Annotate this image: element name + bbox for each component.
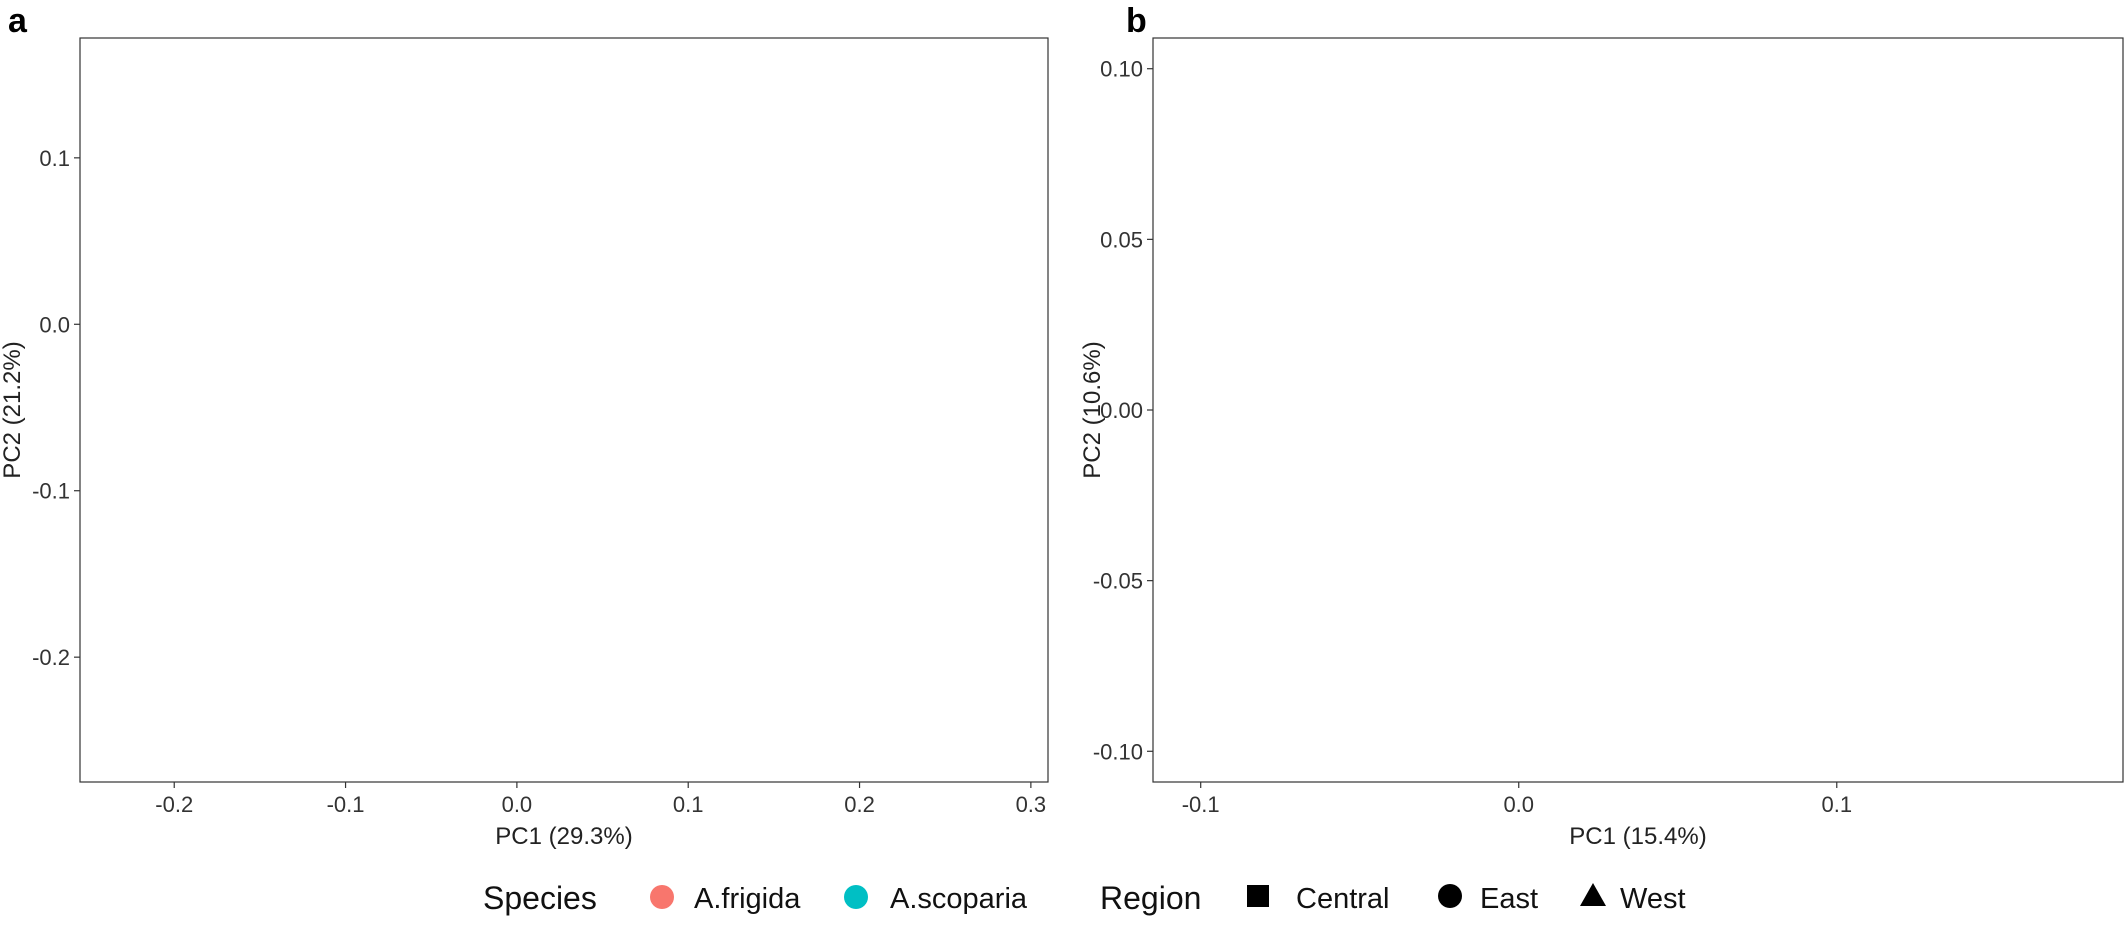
legend-species-a-scoparia-key	[844, 885, 868, 909]
panel-b-axes: -0.1 0.0 0.1 -0.10 -0.05 0.00 0.05 0.10 PC1 (15.…	[1079, 57, 1852, 850]
panel-a-y-axis-title: PC2 (21.2%)	[0, 341, 26, 478]
panel-a-y-tick-label: -0.2	[32, 645, 70, 670]
panel-a-x-tick-label: 0.3	[1016, 792, 1047, 817]
legend-region-east-key	[1438, 884, 1462, 908]
legend-species-a-frigida-label: A.frigida	[694, 883, 801, 915]
panel-b-y-tick-label: -0.10	[1093, 739, 1143, 764]
legend-region-east-label: East	[1480, 883, 1538, 915]
panel-a-y-tick-label: 0.1	[39, 146, 70, 171]
panel-b-plot: LatitudeLongitudecyPSoil ECSoil pHAltitu…	[1079, 37, 2124, 850]
legend-region-west-key	[1580, 883, 1606, 906]
legend-species-a-frigida-key	[650, 885, 674, 909]
panel-a-x-tick-label: 0.0	[502, 792, 533, 817]
panel-a-axes: -0.2 -0.1 0.0 0.1 0.2 0.3 -0.2 -0.1 0.0 0.1 PC1 (2…	[0, 146, 1046, 850]
legend-region-west-label: West	[1620, 883, 1686, 915]
legend: Species A.frigida A.scoparia Region Cent…	[483, 880, 1686, 916]
panel-b-y-tick-label: 0.00	[1100, 398, 1143, 423]
panel-b-y-tick-label: 0.10	[1100, 57, 1143, 82]
panel-b-y-tick-label: 0.05	[1100, 227, 1143, 252]
legend-region-central-key	[1247, 885, 1269, 907]
panel-b-plot-border	[1152, 37, 2124, 783]
legend-region-central-label: Central	[1296, 883, 1390, 915]
panel-b-x-tick-label: 0.1	[1821, 792, 1852, 817]
legend-region-title: Region	[1100, 880, 1201, 916]
panel-a-x-axis-title: PC1 (29.3%)	[495, 823, 632, 850]
panel-a-plot-border	[79, 37, 1049, 783]
panel-b-tag: b	[1126, 2, 1147, 40]
panel-a-x-tick-label: 0.2	[844, 792, 875, 817]
panel-b-y-axis-title: PC2 (10.6%)	[1079, 341, 1106, 478]
panel-a-y-tick-label: 0.0	[39, 312, 70, 337]
panel-b-y-tick-label: -0.05	[1093, 569, 1143, 594]
panel-a-x-tick-label: 0.1	[673, 792, 704, 817]
panel-b-x-axis-title: PC1 (15.4%)	[1569, 823, 1706, 850]
panel-a-x-tick-label: -0.1	[327, 792, 365, 817]
legend-species-title: Species	[483, 880, 597, 916]
panel-a-y-tick-label: -0.1	[32, 479, 70, 504]
panel-a-x-tick-label: -0.2	[155, 792, 193, 817]
panel-b-x-tick-label: 0.0	[1503, 792, 1534, 817]
panel-a-tag: a	[8, 2, 28, 40]
legend-species-a-scoparia-label: A.scoparia	[890, 883, 1028, 915]
panel-a-plot: Soil pHSoil ECAltitudeSoil CSoil NLongit…	[0, 37, 1049, 850]
panel-b-x-tick-label: -0.1	[1182, 792, 1220, 817]
